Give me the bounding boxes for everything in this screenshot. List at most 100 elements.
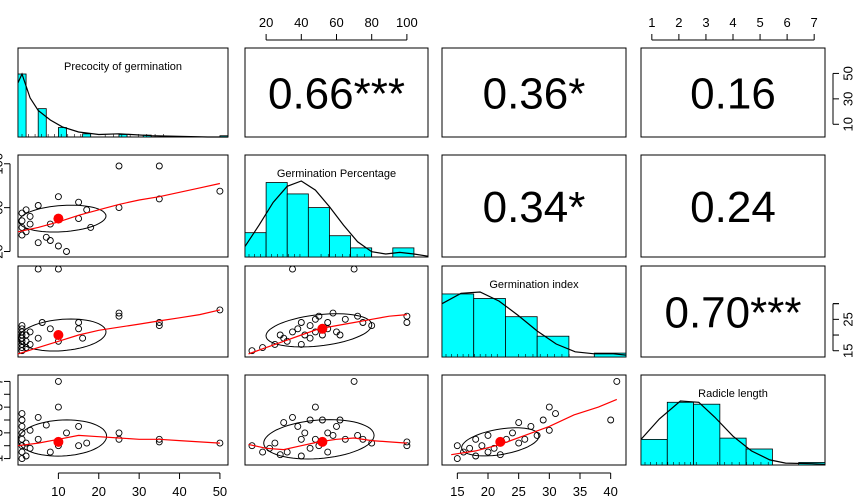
scatter-point-r3-c0-6	[18, 416, 26, 424]
bottom_col2-label-2: 25	[511, 484, 525, 499]
scatter-point-r1-c0-5	[22, 206, 30, 214]
hist-bar-v1-1	[265, 182, 288, 258]
top_col3-label-3: 4	[729, 15, 736, 30]
bottom_col2-label-3: 30	[542, 484, 556, 499]
scatter-point-r1-c0-0	[18, 231, 26, 239]
scatter-point-r2-c0-12	[26, 340, 34, 348]
scatter-point-r2-c1-22	[341, 315, 349, 323]
panel-frame-r1-c2	[441, 154, 627, 258]
right_row2-label-1: 25	[841, 312, 853, 326]
bottom_col0-label-0: 10	[51, 484, 65, 499]
scatter-point-r3-c2-20	[545, 403, 553, 411]
density-curve-v1	[244, 180, 429, 257]
scatter-point-r2-c1-21	[336, 331, 344, 339]
hist-bar-v3-2	[693, 403, 721, 466]
left_row1-label-2: 100	[0, 153, 6, 175]
smooth-line-r3-c2	[451, 398, 618, 456]
top_col3-label-5: 6	[784, 15, 791, 30]
smooth-line-r2-c1	[248, 314, 407, 355]
ellipse-r2-c1	[265, 313, 373, 348]
panel-frame-r3-c1	[244, 374, 429, 466]
scatter-point-r2-c1-29	[289, 265, 296, 273]
scatter-point-r3-c2-15	[515, 419, 523, 427]
panel-frame-r1-c0	[17, 154, 229, 258]
hist-bar-v1-3	[307, 207, 330, 258]
left_row3-label-1: 3	[0, 429, 6, 436]
correlation-label-4: 0.24	[690, 183, 776, 232]
scatter-point-r3-c1-20	[329, 431, 337, 439]
scatter-point-r3-c0-5	[18, 422, 26, 430]
scatter-point-r3-c0-4	[18, 429, 26, 437]
top_col1-label-3: 80	[364, 15, 378, 30]
right_row2-label-0: 15	[841, 343, 853, 357]
scatter-point-r3-c0-9	[22, 439, 30, 447]
hist-bar-v3-0	[640, 438, 668, 466]
scatter-point-r3-c1-7	[289, 413, 296, 421]
scatter-point-r1-c0-17	[75, 198, 83, 206]
scatter-point-r3-c0-23	[115, 435, 123, 443]
top_col1-label-1: 40	[294, 15, 308, 30]
hist-bar-v3-1	[666, 401, 694, 466]
scatter-point-r3-c0-19	[63, 429, 70, 437]
scatter-point-r2-c0-22	[79, 334, 87, 342]
panel-frame-r3-c0	[17, 374, 229, 466]
scatter-point-r3-c0-14	[42, 421, 50, 429]
scatter-point-r1-c0-10	[42, 233, 50, 241]
scatter-point-r1-c0-11	[46, 220, 54, 228]
scatter-point-r2-c1-15	[315, 312, 323, 320]
variable-title-2: Germination index	[489, 279, 579, 291]
scatter-point-r3-c1-13	[306, 444, 314, 452]
scatter-point-r1-c0-22	[155, 162, 163, 170]
panel-frame-r0-c1	[244, 47, 429, 138]
mean-point-r3-c0	[53, 436, 64, 447]
scatter-point-r1-c0-18	[83, 206, 91, 214]
scatter-point-r2-c1-13	[311, 328, 319, 336]
scatter-point-r3-c2-16	[521, 435, 529, 443]
scatter-point-r1-c0-3	[18, 209, 26, 217]
scatter-point-r3-c2-19	[539, 416, 547, 424]
scatter-point-r3-c1-19	[324, 448, 332, 456]
scatter-point-r2-c0-25	[155, 319, 163, 326]
ellipse-r3-c2	[461, 427, 540, 457]
mean-point-r1-c0	[53, 213, 64, 224]
scatter-point-r2-c1-7	[294, 325, 302, 333]
right_row0-label-0: 10	[841, 117, 853, 131]
scatter-point-r2-c0-8	[18, 322, 26, 330]
hist-bar-v3-3	[719, 437, 747, 466]
scatter-point-r3-c2-9	[490, 444, 498, 452]
scatter-point-r2-c1-23	[350, 265, 358, 273]
scatter-point-r2-c1-2	[271, 340, 279, 348]
scatter-point-r2-c0-23	[115, 312, 123, 320]
mean-point-r3-c2	[495, 436, 506, 447]
top_col1-label-4: 100	[396, 15, 418, 30]
scatter-point-r3-c2-18	[533, 431, 541, 439]
scatter-point-r2-c0-15	[34, 265, 42, 273]
scatter-point-r3-c1-12	[306, 416, 314, 424]
scatter-point-r1-c0-24	[216, 187, 224, 195]
scatter-point-r3-c2-1	[453, 455, 461, 463]
top_col3-label-1: 2	[675, 15, 682, 30]
scatter-point-r3-c1-25	[354, 431, 362, 439]
scatter-point-r3-c2-23	[607, 416, 615, 424]
scatter-point-r3-c2-11	[496, 451, 504, 459]
scatter-point-r3-c1-9	[297, 452, 305, 460]
left_row3-label-2: 5	[0, 404, 6, 411]
mean-point-r2-c1	[317, 323, 328, 334]
right_row0-label-1: 30	[841, 92, 853, 106]
scatter-point-r3-c1-3	[271, 439, 279, 447]
panel-frame-r2-c1	[244, 265, 429, 358]
scatter-point-r3-c0-12	[34, 413, 42, 421]
smooth-line-r2-c0	[17, 309, 221, 355]
scatter-point-r3-c2-3	[466, 444, 474, 452]
scatter-point-r3-c0-7	[18, 410, 26, 418]
bottom_col2-label-4: 35	[573, 484, 587, 499]
left_row1-label-1: 60	[0, 200, 6, 214]
density-curve-v0	[17, 72, 228, 138]
smooth-line-r3-c0	[17, 434, 220, 447]
scatter-point-r3-c1-11	[301, 429, 309, 437]
scatter-point-r3-c2-0	[453, 442, 461, 450]
scatter-point-r2-c0-10	[22, 337, 30, 345]
scatter-point-r3-c0-24	[115, 429, 123, 437]
scatter-point-r2-c1-0	[248, 347, 256, 355]
scatter-point-r1-c0-8	[34, 202, 42, 209]
